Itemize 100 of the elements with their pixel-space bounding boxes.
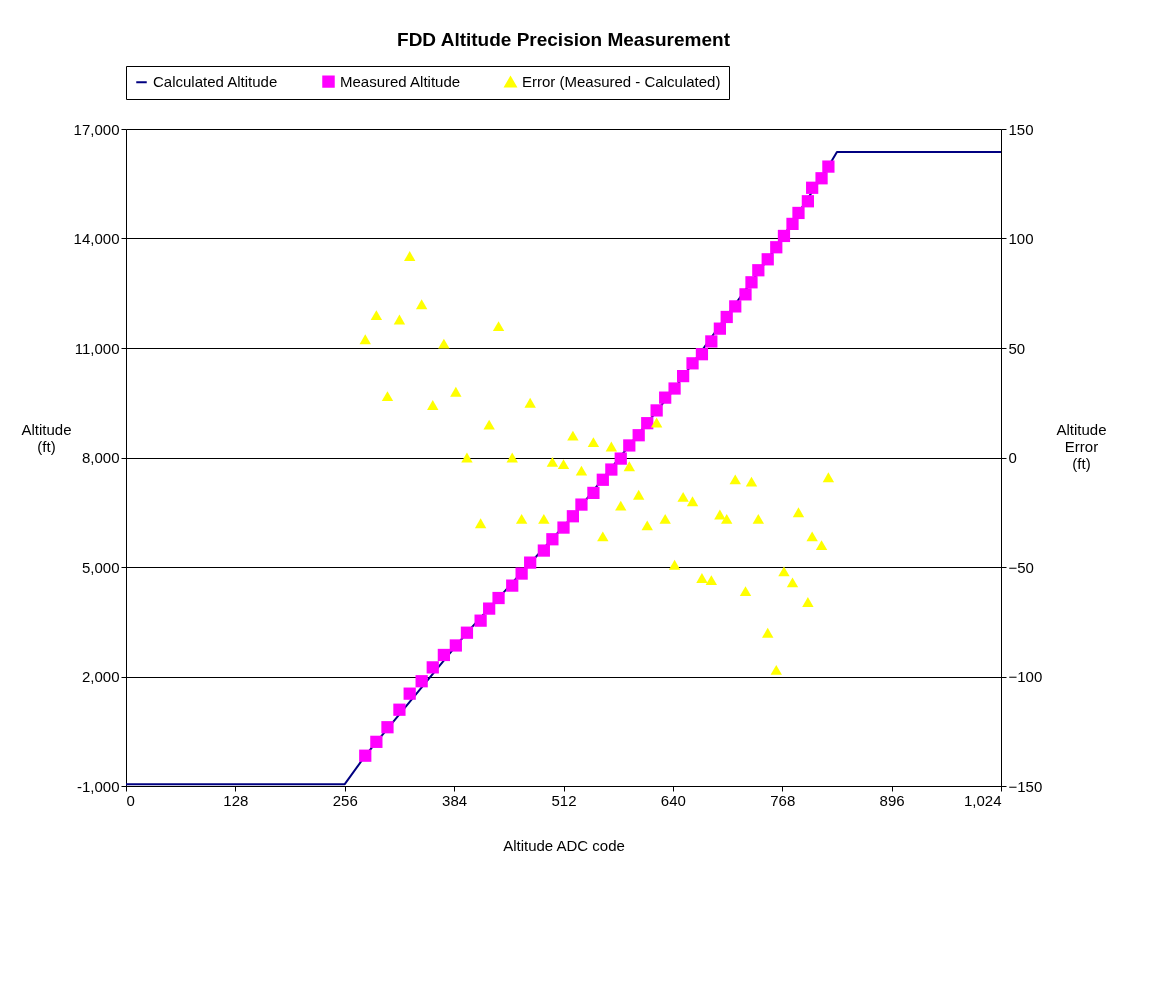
legend-label: Error (Measured - Calculated): [522, 72, 721, 90]
point: [460, 626, 474, 639]
point: [720, 310, 733, 324]
point: [770, 241, 783, 254]
point: [792, 507, 805, 518]
point: [668, 559, 681, 570]
x-tick-label: 1,024: [963, 791, 1002, 809]
point: [370, 735, 383, 748]
point: [605, 463, 618, 476]
y-tick-label: -1,000: [76, 777, 120, 795]
point: [786, 217, 799, 231]
point: [597, 531, 609, 542]
legend-label: Calculated Altitude: [153, 73, 278, 91]
point: [777, 229, 791, 243]
x-tick-label: 896: [879, 791, 905, 809]
point: [427, 400, 439, 410]
y2-tick-label: 0: [1008, 449, 1017, 466]
point: [450, 386, 462, 397]
point: [515, 567, 528, 580]
y2-tick-label: 150: [1008, 120, 1034, 138]
point: [566, 510, 580, 523]
point: [713, 322, 726, 335]
point: [752, 264, 765, 277]
point: [615, 500, 627, 511]
point: [524, 397, 536, 408]
point: [437, 648, 450, 662]
x-tick-label: 640: [660, 791, 686, 809]
point: [359, 749, 372, 762]
point: [632, 489, 645, 500]
legend-label: Measured Altitude: [340, 72, 461, 90]
point: [632, 429, 645, 442]
point: [822, 160, 835, 173]
point: [506, 579, 519, 592]
point: [745, 476, 758, 487]
point: [567, 430, 579, 441]
point: [659, 513, 671, 524]
point: [762, 627, 774, 638]
point: [801, 195, 815, 208]
y2-tick-label: 100: [1008, 230, 1034, 247]
x-tick-label: 384: [442, 791, 468, 809]
point: [575, 498, 588, 511]
y2-tick-label: −150: [1008, 777, 1043, 795]
point: [438, 338, 450, 349]
point: [474, 614, 487, 627]
point: [739, 586, 752, 597]
y-tick-label: 11,000: [74, 339, 120, 357]
point: [770, 664, 782, 675]
point: [786, 577, 799, 588]
point: [721, 513, 733, 524]
point: [695, 348, 709, 361]
point: [686, 357, 699, 370]
x-tick-label: 256: [332, 791, 358, 809]
point: [538, 513, 550, 524]
point: [806, 531, 818, 542]
point: [623, 439, 636, 452]
x-axis-title: Altitude ADC code: [503, 836, 625, 854]
point: [449, 639, 462, 652]
point: [614, 452, 627, 465]
y2-tick-label: 50: [1008, 339, 1026, 357]
point: [752, 513, 765, 524]
point: [393, 314, 406, 325]
point: [778, 566, 790, 577]
point: [596, 473, 609, 486]
point: [802, 597, 814, 607]
point: [393, 703, 406, 716]
point: [426, 661, 439, 674]
point: [575, 465, 588, 476]
point: [370, 310, 383, 321]
point: [686, 496, 699, 507]
point: [461, 452, 473, 463]
point: [557, 521, 570, 534]
y-tick-label: 8,000: [81, 449, 120, 466]
point: [696, 573, 708, 583]
point: [546, 533, 559, 546]
y2-tick-label: −50: [1008, 558, 1034, 576]
point: [381, 391, 394, 402]
point: [415, 675, 428, 688]
point: [739, 288, 752, 301]
point: [492, 591, 505, 605]
point: [359, 334, 371, 345]
point: [515, 513, 528, 524]
point: [403, 687, 416, 700]
point: [815, 540, 828, 551]
y-tick-label: 17,000: [73, 120, 120, 138]
point: [524, 556, 537, 569]
point: [745, 276, 758, 289]
chart-title: FDD Altitude Precision Measurement: [397, 28, 731, 50]
y2-tick-label: −100: [1008, 668, 1043, 685]
point: [650, 404, 663, 417]
point: [623, 461, 635, 472]
point: [677, 491, 689, 502]
point: [815, 172, 828, 185]
point: [381, 721, 394, 734]
point: [641, 520, 653, 531]
x-tick-label: 0: [126, 791, 135, 809]
y-tick-label: 2,000: [81, 668, 120, 685]
point: [483, 602, 496, 615]
point: [557, 459, 570, 470]
y-tick-label: 14,000: [73, 230, 120, 247]
point: [415, 299, 428, 310]
